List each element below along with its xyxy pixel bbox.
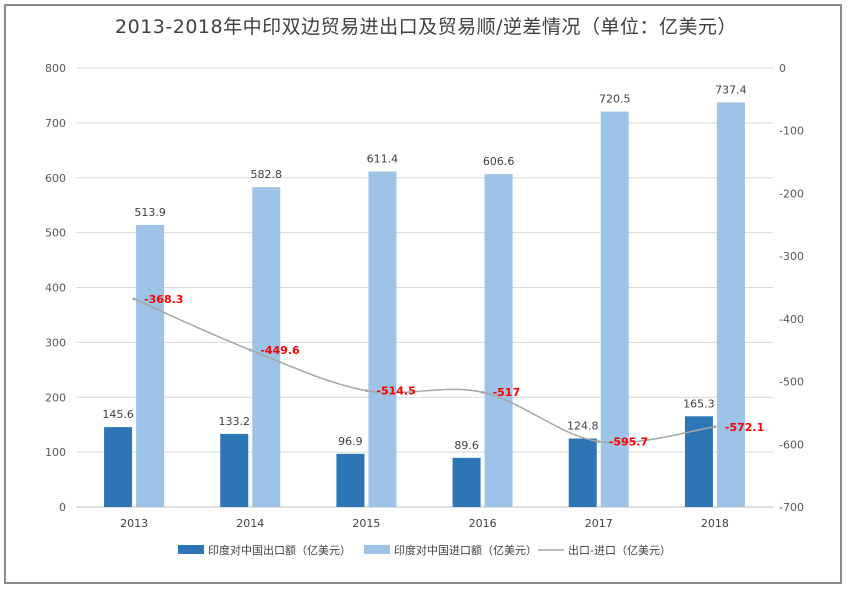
left-axis-tick: 600 <box>45 172 66 185</box>
left-axis-tick: 0 <box>59 501 66 514</box>
right-axis-tick: -400 <box>779 313 804 326</box>
import-value-label: 611.4 <box>367 152 399 165</box>
left-axis-tick: 200 <box>45 391 66 404</box>
balance-value-label: -368.3 <box>144 293 183 306</box>
balance-point <box>132 297 136 301</box>
x-axis-tick: 2016 <box>469 517 497 530</box>
right-axis-tick: -100 <box>779 125 804 138</box>
balance-value-label: -514.5 <box>376 385 415 398</box>
export-bar <box>104 427 133 507</box>
x-axis-tick: 2017 <box>585 517 613 530</box>
export-bar <box>336 453 365 507</box>
import-value-label: 582.8 <box>251 168 283 181</box>
export-bar <box>220 433 249 507</box>
balance-point <box>248 348 252 352</box>
right-axis-tick: -600 <box>779 438 804 451</box>
chart-title: 2013-2018年中印双边贸易进出口及贸易顺/逆差情况（单位：亿美元） <box>115 16 737 38</box>
legend-swatch <box>178 545 204 554</box>
right-axis-tick: -700 <box>779 501 804 514</box>
right-axis-tick: -300 <box>779 250 804 263</box>
import-value-label: 513.9 <box>134 206 166 219</box>
legend-label: 印度对中国出口额（亿美元） <box>208 543 351 557</box>
left-axis-tick: 100 <box>45 446 66 459</box>
export-value-label: 124.8 <box>567 420 599 433</box>
import-bar <box>368 171 397 507</box>
right-axis-tick: 0 <box>779 62 786 75</box>
import-bar <box>716 102 745 508</box>
balance-point <box>364 389 368 393</box>
left-axis-tick: 700 <box>45 117 66 130</box>
balance-value-label: -595.7 <box>609 436 648 449</box>
export-bar <box>568 438 597 507</box>
legend-label: 印度对中国进口额（亿美元） <box>394 543 537 557</box>
import-value-label: 720.5 <box>599 93 631 106</box>
export-value-label: 96.9 <box>338 435 363 448</box>
import-bar <box>252 187 281 507</box>
export-value-label: 133.2 <box>219 415 251 428</box>
import-value-label: 606.6 <box>483 155 515 168</box>
x-axis-tick: 2015 <box>352 517 380 530</box>
export-value-label: 145.6 <box>102 408 134 421</box>
left-axis-tick: 400 <box>45 282 66 295</box>
left-axis-tick: 300 <box>45 336 66 349</box>
legend-swatch <box>364 545 390 554</box>
import-bar <box>600 111 629 508</box>
import-bar <box>136 224 165 507</box>
x-axis-tick: 2014 <box>236 517 264 530</box>
right-axis-tick: -200 <box>779 187 804 200</box>
export-value-label: 89.6 <box>454 439 479 452</box>
balance-point <box>597 440 601 444</box>
balance-line <box>133 298 716 444</box>
left-axis-tick: 500 <box>45 227 66 240</box>
balance-point <box>713 425 717 429</box>
left-axis-tick: 800 <box>45 62 66 75</box>
balance-value-label: -517 <box>493 386 521 399</box>
legend-label: 出口-进口（亿美元） <box>568 543 671 557</box>
export-value-label: 165.3 <box>683 397 715 410</box>
import-value-label: 737.4 <box>715 83 747 96</box>
right-axis-tick: -500 <box>779 376 804 389</box>
balance-value-label: -572.1 <box>725 421 764 434</box>
x-axis-tick: 2013 <box>120 517 148 530</box>
balance-value-label: -449.6 <box>260 344 300 357</box>
balance-point <box>481 390 485 394</box>
x-axis-tick: 2018 <box>701 517 729 530</box>
export-bar <box>452 457 481 507</box>
import-bar <box>484 174 513 508</box>
